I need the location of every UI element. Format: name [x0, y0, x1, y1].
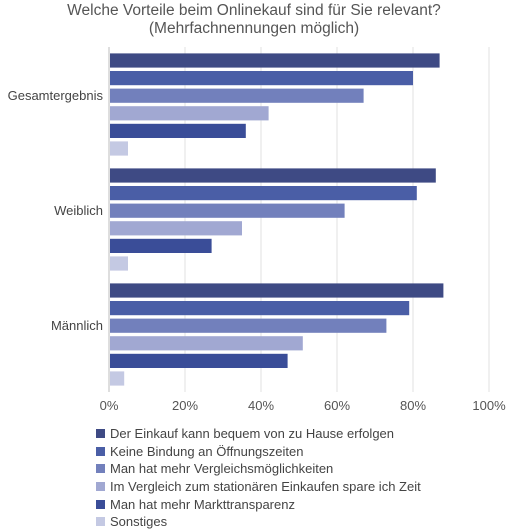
bar	[110, 141, 128, 156]
bar	[110, 336, 303, 351]
legend-label: Keine Bindung an Öffnungszeiten	[110, 443, 304, 459]
bar	[110, 203, 345, 218]
legend-label: Sonstiges	[110, 514, 168, 530]
bar	[110, 256, 128, 271]
bar	[110, 371, 125, 386]
legend-item: Im Vergleich zum stationären Einkaufen s…	[96, 478, 421, 496]
legend-item: Keine Bindung an Öffnungszeiten	[96, 443, 421, 461]
chart-title-main: Welche Vorteile beim Onlinekauf sind für…	[67, 2, 441, 19]
bar	[110, 238, 212, 253]
legend-label: Im Vergleich zum stationären Einkaufen s…	[110, 479, 421, 495]
x-tick-label: 80%	[400, 398, 426, 413]
legend-item: Man hat mehr Vergleichsmöglichkeiten	[96, 460, 421, 478]
chart-legend: Der Einkauf kann bequem von zu Hause erf…	[96, 425, 421, 531]
bar	[110, 186, 417, 201]
legend-item: Man hat mehr Markttransparenz	[96, 495, 421, 513]
category-label: Weiblich	[54, 203, 103, 218]
legend-item: Der Einkauf kann bequem von zu Hause erf…	[96, 425, 421, 443]
chart-subtitle: (Mehrfachnennungen möglich)	[148, 20, 360, 37]
bar	[110, 283, 444, 298]
legend-label: Der Einkauf kann bequem von zu Hause erf…	[110, 426, 395, 442]
bar	[110, 53, 440, 68]
bar	[110, 318, 387, 333]
x-tick-label: 100%	[472, 398, 506, 413]
bar-chart: 0% 20% 40% 60% 80% 100% Gesamtergebnis Weiblich…	[8, 47, 506, 413]
category-label: Männlich	[51, 318, 103, 333]
legend-swatch	[96, 482, 105, 492]
legend-item: Sonstiges	[96, 513, 421, 531]
bar	[110, 221, 242, 236]
bar	[110, 168, 436, 183]
bar	[110, 88, 364, 103]
bar	[110, 353, 288, 368]
legend-swatch	[96, 499, 105, 509]
legend-swatch	[96, 446, 105, 456]
legend-label: Man hat mehr Vergleichsmöglichkeiten	[110, 461, 334, 477]
legend-swatch	[96, 429, 105, 439]
bar	[110, 71, 413, 86]
legend-swatch	[96, 517, 105, 527]
x-tick-label: 20%	[172, 398, 198, 413]
bar	[110, 301, 410, 316]
legend-swatch	[96, 464, 105, 474]
bar	[110, 123, 246, 138]
bar	[110, 106, 269, 121]
x-tick-label: 60%	[324, 398, 350, 413]
x-tick-label: 0%	[100, 398, 119, 413]
category-label: Gesamtergebnis	[8, 88, 104, 103]
legend-label: Man hat mehr Markttransparenz	[110, 496, 295, 512]
x-tick-label: 40%	[248, 398, 274, 413]
chart-title: Welche Vorteile beim Onlinekauf sind für…	[0, 2, 508, 38]
